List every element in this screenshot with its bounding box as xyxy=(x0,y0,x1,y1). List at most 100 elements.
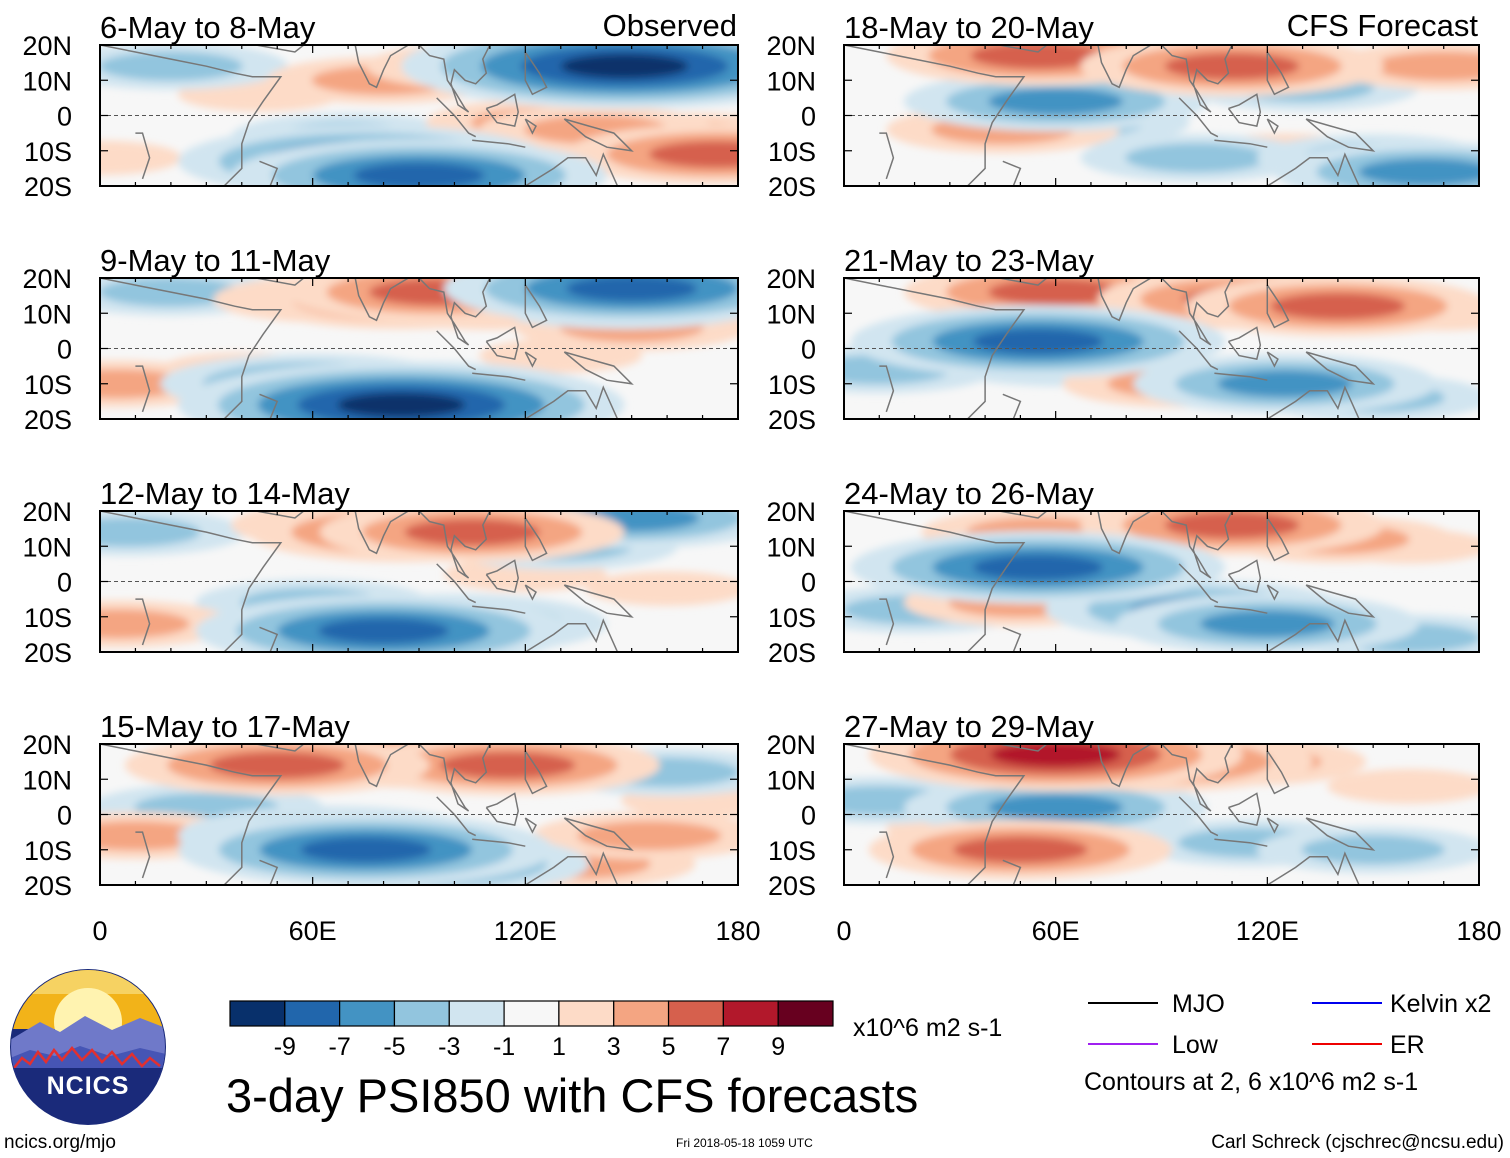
contour-note: Contours at 2, 6 x10^6 m2 s-1 xyxy=(1084,1068,1418,1096)
colorbar-swatch xyxy=(558,1000,615,1027)
observed-label: Observed xyxy=(603,8,737,43)
colorbar-swatch xyxy=(667,1000,724,1027)
coastline xyxy=(485,559,519,593)
y-tick-label: 20S xyxy=(24,871,72,901)
forecast-label: CFS Forecast xyxy=(1287,8,1479,43)
coastline xyxy=(844,511,1026,652)
footer-author: Carl Schreck (cjschrec@ncsu.edu) xyxy=(1211,1132,1504,1153)
y-tick-label: 10S xyxy=(768,137,816,167)
anomaly-blob xyxy=(1270,292,1406,320)
coastline xyxy=(341,744,409,788)
anomaly-blob xyxy=(1164,52,1300,80)
y-tick-label: 10S xyxy=(24,137,72,167)
coastlines xyxy=(100,45,634,186)
colorbar-swatch xyxy=(722,1000,779,1027)
coastline xyxy=(879,132,895,180)
coastline xyxy=(1266,517,1290,562)
y-tick-label: 10N xyxy=(22,66,72,96)
ncics-logo: NCICS xyxy=(10,969,166,1125)
coastlines xyxy=(844,45,1376,186)
coastline xyxy=(341,278,409,322)
map-panel: 20N 10N 0 10S 20S 15-May to 17-May xyxy=(22,709,739,901)
x-tick-label: 180 xyxy=(1456,916,1501,946)
y-tick-label: 10N xyxy=(22,299,72,329)
colorbar-tick-label: -5 xyxy=(383,1033,405,1061)
coastline xyxy=(999,744,1049,752)
anomaly-blob xyxy=(1217,370,1353,398)
coastline xyxy=(255,45,306,53)
colorbar-tick-label: 5 xyxy=(662,1033,676,1061)
coastline xyxy=(1214,372,1268,381)
anomaly-blob xyxy=(560,53,689,79)
coastline xyxy=(524,750,548,795)
coastline xyxy=(524,385,619,419)
x-tick-label: 120E xyxy=(1236,916,1299,946)
x-tick-label: 120E xyxy=(494,916,557,946)
coastline xyxy=(524,517,548,562)
y-tick-label: 10N xyxy=(766,66,816,96)
y-tick-label: 0 xyxy=(801,102,816,132)
y-tick-label: 20N xyxy=(766,497,816,527)
coastlines xyxy=(844,278,1376,419)
anomaly-blob xyxy=(318,618,449,644)
coastline xyxy=(563,584,634,618)
anomaly-blob xyxy=(972,554,1104,581)
coastline xyxy=(485,792,519,826)
anomaly-field xyxy=(886,45,1479,186)
coastline xyxy=(100,511,283,652)
coastlines xyxy=(844,511,1376,652)
coastline xyxy=(1160,511,1233,579)
coastline xyxy=(100,278,283,419)
colorbar-tick-label: -1 xyxy=(493,1033,515,1061)
coastline xyxy=(259,393,279,419)
coastline xyxy=(879,365,895,413)
coastline xyxy=(1214,605,1268,614)
coastline xyxy=(1160,278,1233,346)
anomaly-field xyxy=(100,45,738,186)
anomaly-blob xyxy=(1125,143,1269,173)
coastline xyxy=(472,838,526,847)
coastline xyxy=(1227,326,1262,360)
x-tick-label: 0 xyxy=(92,916,107,946)
coastline xyxy=(100,744,283,885)
y-tick-label: 20S xyxy=(24,172,72,202)
map-panel: 20N 10N 0 10S 20S 18-May to 20-May xyxy=(766,10,1480,202)
y-tick-label: 0 xyxy=(57,102,72,132)
coastline xyxy=(436,796,477,837)
anomaly-blob xyxy=(585,571,738,606)
legend-label-low: Low xyxy=(1172,1031,1219,1059)
coastline xyxy=(1266,51,1290,96)
y-tick-label: 10N xyxy=(22,765,72,795)
coastline xyxy=(436,330,477,371)
anomaly-blob xyxy=(970,45,1106,69)
coastline xyxy=(1305,351,1376,385)
coastline xyxy=(1002,626,1022,652)
figure-title: 3-day PSI850 with CFS forecasts xyxy=(226,1069,918,1122)
anomaly-field xyxy=(844,278,1479,419)
coastline xyxy=(1002,160,1022,186)
coastline xyxy=(1160,744,1233,812)
colorbar-swatch xyxy=(777,1000,834,1027)
map-panel: 20N 10N 0 10S 20S 6-May to 8-May xyxy=(22,10,739,202)
coastline xyxy=(259,160,279,186)
anomaly-blob xyxy=(1164,511,1300,539)
coastline xyxy=(255,278,306,286)
colorbar-units: x10^6 m2 s-1 xyxy=(853,1014,1002,1042)
coastline xyxy=(563,817,634,851)
coastline xyxy=(1266,851,1360,885)
x-tick-label: 60E xyxy=(1032,916,1080,946)
y-tick-label: 20N xyxy=(766,31,816,61)
anomaly-blob xyxy=(300,837,432,863)
y-tick-label: 20N xyxy=(22,497,72,527)
coastline xyxy=(1178,796,1219,837)
panel-title: 21-May to 23-May xyxy=(844,243,1094,278)
y-tick-label: 20N xyxy=(22,264,72,294)
coastline xyxy=(1178,97,1219,138)
coastline xyxy=(100,45,283,186)
coastline xyxy=(524,118,537,135)
y-tick-label: 20S xyxy=(768,405,816,435)
y-tick-label: 20N xyxy=(766,264,816,294)
anomaly-blob xyxy=(439,751,576,779)
coastline xyxy=(1214,838,1268,847)
